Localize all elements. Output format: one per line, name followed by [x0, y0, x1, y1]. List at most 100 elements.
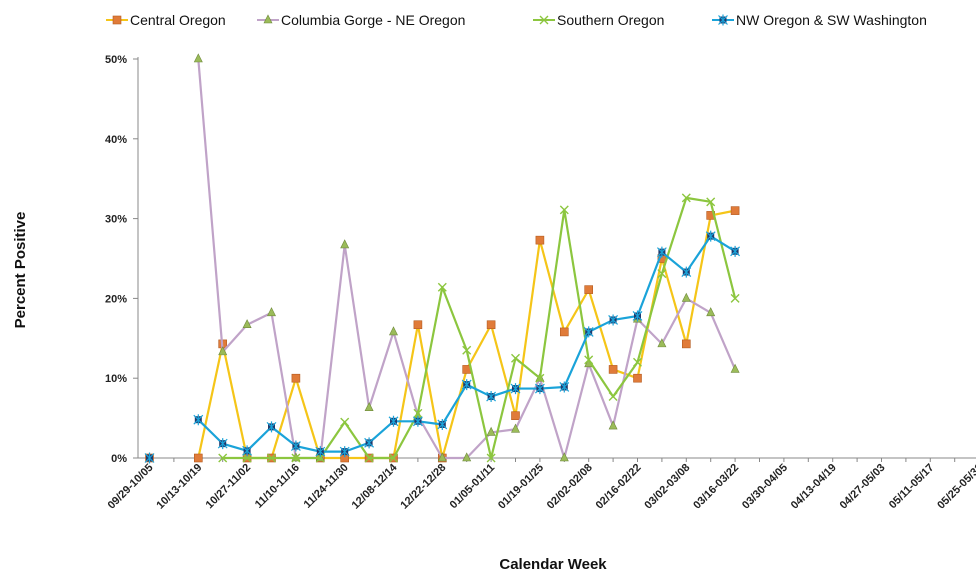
data-point: [437, 418, 448, 430]
x-tick-label: 11/10-11/16: [253, 462, 302, 511]
data-point: [218, 346, 228, 356]
data-point: [681, 193, 691, 203]
data-point: [633, 357, 642, 367]
x-tick-label: 03/16-03/22: [691, 462, 741, 512]
data-point: [510, 383, 521, 395]
data-point: [413, 320, 423, 330]
data-point: [388, 415, 399, 427]
data-point: [535, 373, 545, 383]
series-line: [222, 196, 737, 460]
x-tick-label: 11/24-11/30: [302, 462, 351, 511]
data-point: [486, 453, 496, 463]
x-tick-label: 01/05-01/11: [448, 462, 498, 512]
x-tick-label: 01/19-01/25: [496, 462, 546, 512]
data-point: [656, 246, 667, 258]
data-point: [267, 307, 276, 317]
series-line: [197, 235, 736, 453]
legend-label: Central Oregon: [130, 12, 226, 28]
data-point: [718, 14, 728, 26]
data-point: [194, 453, 203, 463]
data-point: [486, 426, 496, 436]
data-point: [633, 373, 642, 383]
data-point: [291, 373, 301, 383]
series-layer: [144, 53, 741, 464]
x-tick-label: 03/02-03/08: [642, 462, 692, 512]
legend: Central Oregon Columbia Gorge - NE Oregon…: [106, 12, 927, 28]
data-point: [486, 320, 496, 330]
data-point: [511, 423, 520, 433]
data-point: [511, 353, 520, 363]
legend-label: NW Oregon & SW Washington: [736, 12, 927, 28]
data-point: [364, 402, 374, 412]
data-point: [193, 414, 204, 426]
data-point: [315, 453, 325, 463]
data-point: [705, 230, 716, 242]
series-line: [197, 58, 737, 460]
data-point: [681, 292, 691, 302]
data-point: [315, 446, 326, 458]
data-point: [412, 415, 423, 427]
data-point: [559, 205, 569, 215]
legend-label: Columbia Gorge - NE Oregon: [281, 12, 465, 28]
data-point: [584, 355, 594, 365]
data-point: [608, 365, 618, 374]
y-tick-label: 50%: [105, 54, 127, 66]
data-point: [340, 417, 350, 427]
data-point: [681, 266, 692, 278]
data-point: [291, 453, 301, 463]
legend-item: Columbia Gorge - NE Oregon: [257, 12, 465, 28]
data-point: [462, 452, 472, 462]
x-tick-label: 12/22-12/28: [398, 462, 448, 512]
data-point: [511, 411, 520, 421]
data-point: [608, 420, 618, 430]
data-point: [389, 326, 398, 336]
data-point: [339, 446, 350, 458]
data-point: [266, 421, 277, 433]
data-point: [730, 245, 741, 257]
series-3: [218, 193, 740, 463]
data-point: [144, 452, 155, 464]
data-point: [608, 314, 619, 326]
data-point: [218, 453, 228, 463]
data-point: [364, 437, 375, 449]
x-tick-label: 09/29-10/05: [106, 462, 156, 512]
y-axis-title: Percent Positive: [12, 212, 29, 329]
y-tick-label: 0%: [111, 453, 127, 465]
data-point: [730, 206, 740, 215]
data-point: [632, 310, 643, 322]
data-point: [193, 53, 203, 63]
y-tick-label: 20%: [105, 293, 127, 305]
data-point: [437, 452, 447, 462]
data-point: [730, 363, 740, 373]
data-point: [267, 453, 276, 463]
data-point: [486, 391, 497, 403]
y-tick-label: 30%: [105, 214, 127, 226]
data-point: [364, 453, 374, 463]
data-point: [534, 383, 545, 395]
y-tick-label: 10%: [105, 373, 127, 385]
x-axis-title: Calendar Week: [499, 556, 607, 573]
x-tick-label: 04/27-05/03: [838, 462, 888, 512]
data-point: [730, 293, 740, 303]
data-point: [535, 235, 545, 245]
data-point: [389, 453, 398, 463]
data-point: [657, 269, 667, 279]
data-point: [263, 14, 273, 24]
data-point: [559, 381, 570, 393]
data-point: [340, 239, 350, 249]
data-point: [413, 408, 423, 418]
legend-item: NW Oregon & SW Washington: [712, 12, 927, 28]
data-point: [583, 326, 594, 338]
data-point: [242, 453, 252, 463]
data-point: [290, 440, 301, 452]
data-point: [559, 452, 569, 462]
data-point: [681, 339, 691, 349]
data-point: [242, 445, 253, 457]
x-tick-label: 12/08-12/14: [350, 461, 401, 512]
data-point: [706, 197, 716, 207]
data-point: [217, 438, 228, 450]
data-point: [539, 15, 549, 25]
x-tick-label: 04/13-04/19: [789, 462, 839, 512]
